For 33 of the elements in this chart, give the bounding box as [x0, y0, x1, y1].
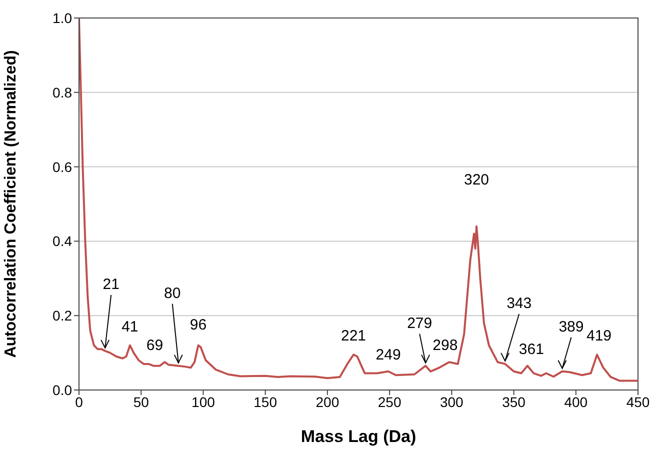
x-tick-label: 50 — [133, 394, 150, 410]
x-tick-label: 400 — [564, 394, 588, 410]
x-axis-title: Mass Lag (Da) — [300, 427, 416, 446]
annotation: 419 — [586, 328, 612, 345]
annotation: 298 — [432, 337, 458, 354]
annotation: 249 — [376, 346, 401, 364]
x-tick-label: 450 — [626, 394, 650, 410]
annotation: 80 — [164, 284, 181, 302]
line-series — [79, 18, 638, 382]
annotation: 221 — [341, 328, 366, 345]
x-tick-label: 150 — [254, 394, 278, 410]
x-tick-label: 200 — [316, 394, 340, 410]
y-tick-label: 0.4 — [52, 233, 72, 250]
y-tick-label: 1.0 — [52, 10, 72, 26]
annotation: 343 — [506, 294, 532, 312]
annotation: 96 — [190, 316, 207, 334]
annotation: 69 — [146, 337, 164, 354]
x-tick-label: 100 — [192, 394, 216, 410]
annotation: 361 — [518, 340, 544, 358]
annotation: 41 — [122, 318, 138, 336]
x-tick-label: 300 — [440, 394, 464, 410]
y-tick-label: 0.8 — [52, 84, 72, 100]
x-tick-label: 0 — [75, 394, 84, 410]
annotation: 320 — [464, 171, 490, 188]
annotation: 389 — [558, 318, 584, 336]
x-tick-label: 250 — [378, 394, 402, 410]
y-axis-title: Autocorrelation Coefficient (Normalized) — [2, 50, 20, 358]
y-tick-label: 0.6 — [52, 158, 72, 175]
annotation: 279 — [407, 314, 432, 332]
y-tick-label: 0.0 — [52, 382, 72, 398]
y-tick-label: 0.2 — [52, 308, 72, 324]
x-tick-label: 350 — [502, 394, 526, 410]
annotation: 21 — [102, 276, 120, 293]
